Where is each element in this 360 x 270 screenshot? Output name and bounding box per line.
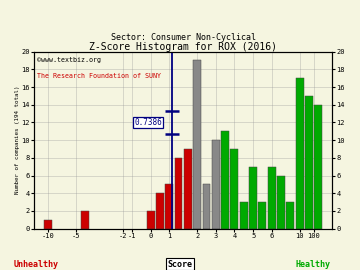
Bar [296, 78, 304, 229]
Text: 0.7386: 0.7386 [134, 118, 162, 127]
Bar [221, 131, 229, 229]
Bar [287, 202, 294, 229]
Bar [156, 193, 164, 229]
Bar [193, 60, 201, 229]
Bar [44, 220, 52, 229]
Text: Score: Score [167, 260, 193, 269]
Bar [81, 211, 89, 229]
Text: Healthy: Healthy [296, 260, 331, 269]
Title: Z-Score Histogram for ROX (2016): Z-Score Histogram for ROX (2016) [89, 42, 277, 52]
Bar [240, 202, 248, 229]
Bar [175, 158, 183, 229]
Text: Sector: Consumer Non-Cyclical: Sector: Consumer Non-Cyclical [111, 33, 256, 42]
Bar [277, 176, 285, 229]
Text: The Research Foundation of SUNY: The Research Foundation of SUNY [37, 73, 161, 79]
Bar [230, 149, 238, 229]
Bar [147, 211, 154, 229]
Bar [258, 202, 266, 229]
Bar [268, 167, 276, 229]
Text: ©www.textbiz.org: ©www.textbiz.org [37, 57, 101, 63]
Bar [212, 140, 220, 229]
Bar [184, 149, 192, 229]
Y-axis label: Number of companies (194 total): Number of companies (194 total) [15, 86, 20, 194]
Text: Unhealthy: Unhealthy [14, 260, 58, 269]
Bar [305, 96, 313, 229]
Bar [314, 105, 322, 229]
Bar [165, 184, 173, 229]
Bar [249, 167, 257, 229]
Bar [203, 184, 211, 229]
